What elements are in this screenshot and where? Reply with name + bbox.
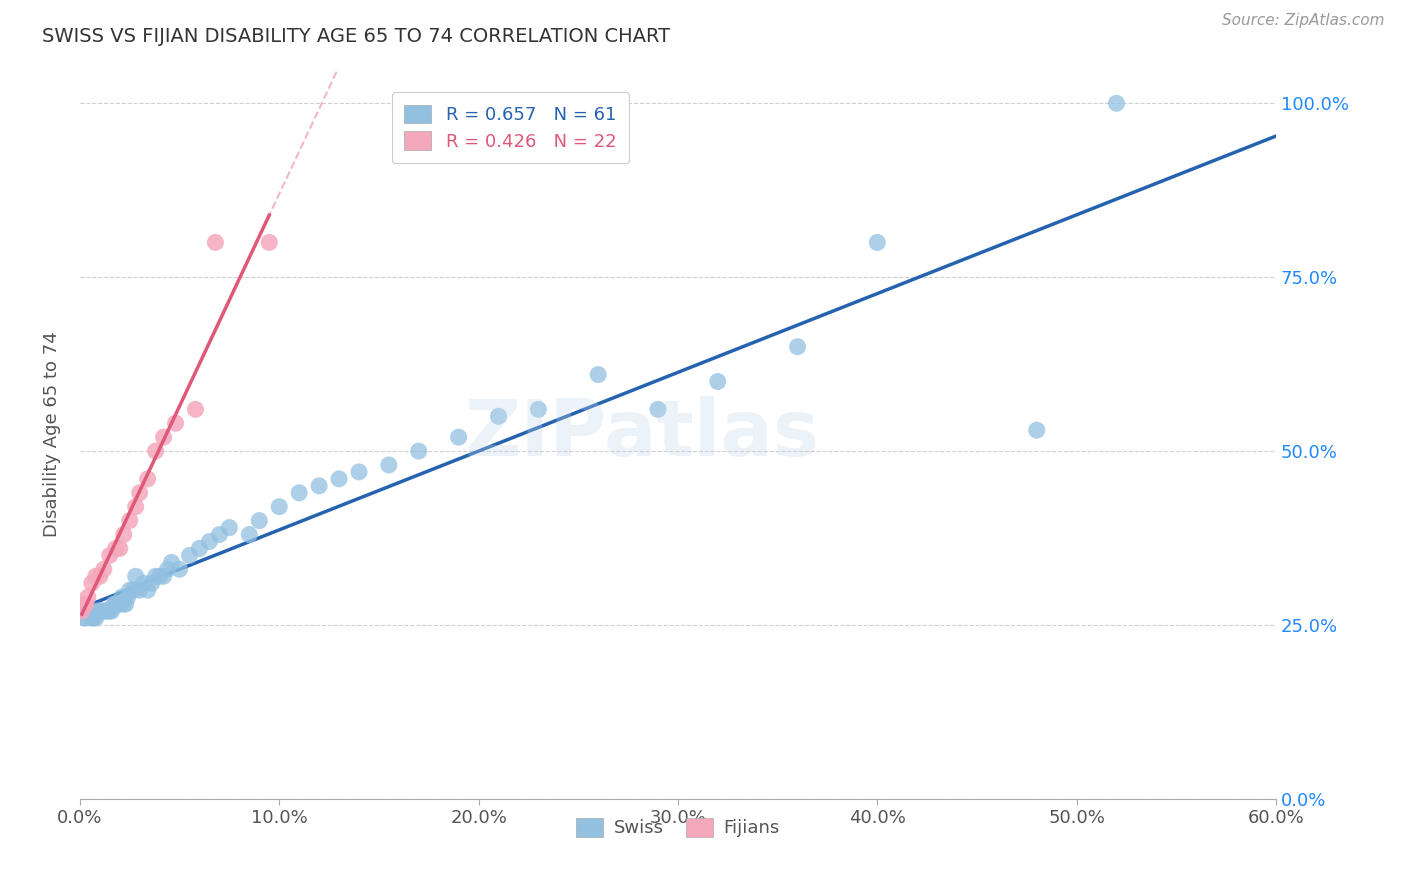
Point [707,375,730,389]
Point [118,514,141,528]
Point [108,541,131,556]
Point [112,597,135,611]
Point [347,465,370,479]
Point [103,597,125,611]
Point [128,583,150,598]
Point [108,597,131,611]
Point [80,576,103,591]
Point [308,479,330,493]
Y-axis label: Disability Age 65 to 74: Disability Age 65 to 74 [44,331,60,537]
Point [328,472,350,486]
Point [76,590,98,604]
Legend: Swiss, Fijians: Swiss, Fijians [569,811,787,845]
Point [76,604,98,618]
Point [218,520,240,534]
Point [208,527,231,541]
Point [83,611,105,625]
Point [98,604,121,618]
Point [73,597,96,611]
Point [408,444,430,458]
Point [87,604,110,618]
Point [125,500,148,514]
Point [259,235,281,250]
Point [73,611,96,625]
Text: Source: ZipAtlas.com: Source: ZipAtlas.com [1222,13,1385,29]
Point [79,604,101,618]
Point [647,402,669,417]
Point [114,597,136,611]
Point [104,541,127,556]
Point [118,583,141,598]
Point [145,444,167,458]
Text: SWISS VS FIJIAN DISABILITY AGE 65 TO 74 CORRELATION CHART: SWISS VS FIJIAN DISABILITY AGE 65 TO 74 … [42,27,671,45]
Point [136,583,159,598]
Point [84,569,107,583]
Point [93,604,115,618]
Point [160,555,183,569]
Point [527,402,550,417]
Point [93,562,115,576]
Point [156,562,179,576]
Point [112,527,135,541]
Point [145,569,167,583]
Point [447,430,470,444]
Point [97,604,120,618]
Point [70,604,93,618]
Point [75,611,97,625]
Point [165,416,187,430]
Point [1105,96,1128,111]
Point [125,569,148,583]
Point [70,604,93,618]
Point [89,569,111,583]
Point [288,485,311,500]
Point [586,368,609,382]
Point [90,604,112,618]
Point [89,604,111,618]
Point [84,611,107,625]
Point [122,583,145,598]
Point [198,534,221,549]
Point [179,549,201,563]
Point [104,597,127,611]
Point [238,527,260,541]
Point [94,604,117,618]
Point [188,541,211,556]
Point [107,597,129,611]
Point [488,409,510,424]
Point [1025,423,1047,437]
Point [378,458,401,472]
Point [149,569,172,583]
Point [204,235,226,250]
Point [247,514,270,528]
Point [169,562,191,576]
Point [100,604,122,618]
Point [152,569,174,583]
Point [184,402,207,417]
Point [111,590,134,604]
Point [866,235,889,250]
Point [786,340,808,354]
Text: ZIPatlas: ZIPatlas [464,396,820,472]
Point [98,549,121,563]
Point [117,590,139,604]
Point [75,597,97,611]
Point [141,576,163,591]
Point [152,430,174,444]
Point [128,485,150,500]
Point [132,576,155,591]
Point [269,500,291,514]
Point [136,472,159,486]
Point [80,611,103,625]
